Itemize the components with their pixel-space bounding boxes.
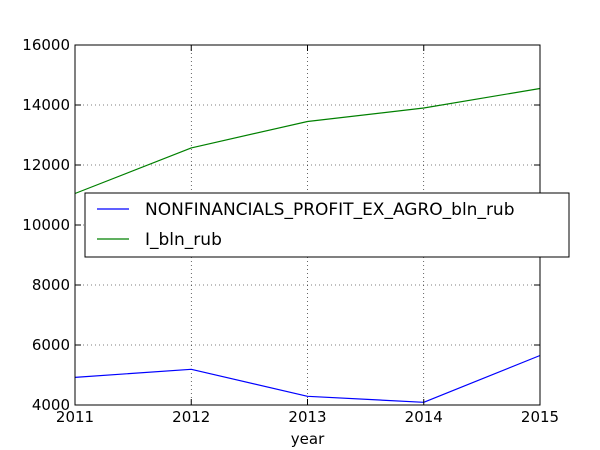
y-tick-label: 10000 (22, 216, 70, 234)
series-line-i-bln-rub (74, 87, 541, 195)
x-tick-label: 2011 (56, 408, 94, 426)
x-tick-label: 2013 (288, 408, 326, 426)
y-tick-label: 14000 (22, 96, 70, 114)
legend-label-i-bln-rub: I_bln_rub (145, 230, 222, 250)
legend-label-nonfinancials-profit: NONFINANCIALS_PROFIT_EX_AGRO_bln_rub (145, 200, 515, 220)
tick-labels: 2011 2012 2013 2014 2015 4000 6000 8000 10000 120… (22, 36, 559, 426)
legend: NONFINANCIALS_PROFIT_EX_AGRO_bln_rub I_b… (84, 192, 570, 258)
series-lines (74, 87, 541, 403)
x-axis-label: year (291, 430, 325, 448)
y-tick-label: 16000 (22, 36, 70, 54)
y-tick-label: 4000 (32, 396, 70, 414)
series-line-nonfinancials-profit (74, 354, 541, 403)
y-tick-label: 6000 (32, 336, 70, 354)
x-tick-label: 2014 (405, 408, 443, 426)
x-tick-label: 2012 (172, 408, 210, 426)
y-tick-label: 12000 (22, 156, 70, 174)
legend-box (84, 192, 570, 258)
y-tick-label: 8000 (32, 276, 70, 294)
x-tick-label: 2015 (521, 408, 559, 426)
